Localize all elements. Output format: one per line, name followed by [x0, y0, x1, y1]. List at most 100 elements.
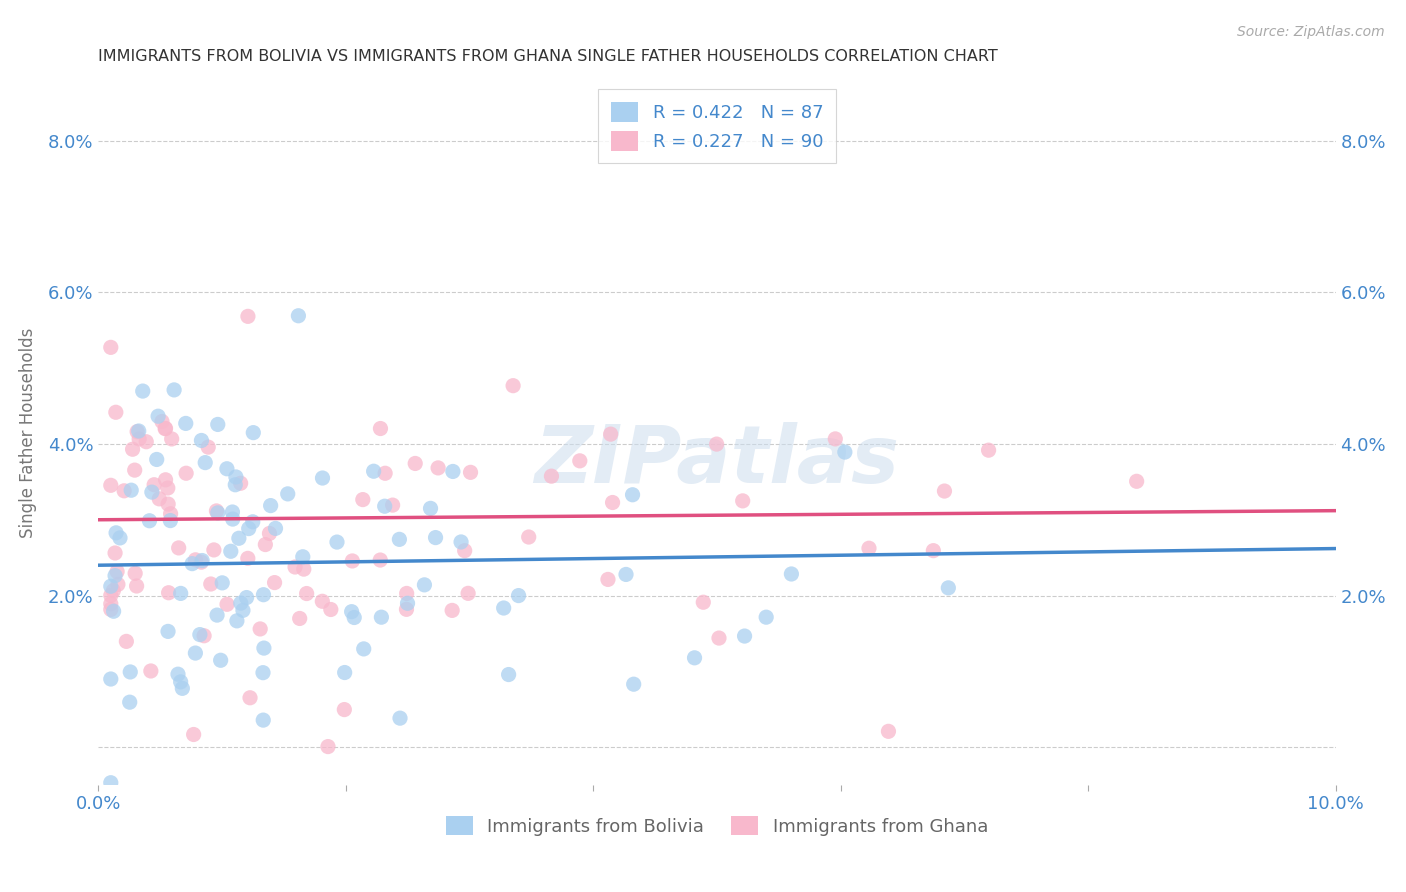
Text: IMMIGRANTS FROM BOLIVIA VS IMMIGRANTS FROM GHANA SINGLE FATHER HOUSEHOLDS CORREL: IMMIGRANTS FROM BOLIVIA VS IMMIGRANTS FR…	[98, 49, 998, 64]
Point	[453, 543, 475, 558]
Point	[170, 586, 193, 600]
Point	[221, 505, 243, 519]
Point	[100, 775, 122, 789]
Point	[112, 483, 135, 498]
Point	[184, 646, 207, 660]
Point	[388, 533, 411, 547]
Point	[824, 432, 846, 446]
Point	[242, 515, 264, 529]
Point	[374, 500, 396, 514]
Point	[252, 588, 274, 602]
Point	[508, 589, 530, 603]
Point	[319, 602, 342, 616]
Point	[148, 491, 170, 506]
Point	[363, 464, 385, 478]
Point	[150, 415, 173, 429]
Point	[138, 514, 160, 528]
Point	[755, 610, 778, 624]
Point	[167, 667, 190, 681]
Point	[211, 575, 233, 590]
Point	[316, 739, 339, 754]
Point	[115, 634, 138, 648]
Point	[225, 470, 247, 484]
Point	[207, 506, 229, 520]
Point	[425, 531, 447, 545]
Point	[287, 309, 309, 323]
Point	[236, 310, 259, 324]
Point	[229, 596, 252, 610]
Point	[311, 471, 333, 485]
Point	[174, 417, 197, 431]
Point	[200, 577, 222, 591]
Point	[238, 522, 260, 536]
Point	[292, 562, 315, 576]
Point	[252, 665, 274, 680]
Point	[181, 557, 204, 571]
Point	[205, 608, 228, 623]
Point	[457, 586, 479, 600]
Point	[707, 631, 730, 645]
Point	[374, 467, 396, 481]
Point	[132, 384, 155, 398]
Point	[159, 507, 181, 521]
Point	[205, 504, 228, 518]
Point	[370, 421, 392, 435]
Point	[326, 535, 349, 549]
Point	[143, 477, 166, 491]
Point	[295, 586, 318, 600]
Point	[232, 603, 254, 617]
Point	[163, 383, 186, 397]
Point	[120, 665, 142, 679]
Point	[157, 586, 180, 600]
Point	[104, 546, 127, 560]
Point	[492, 601, 515, 615]
Text: Source: ZipAtlas.com: Source: ZipAtlas.com	[1237, 25, 1385, 39]
Point	[517, 530, 540, 544]
Point	[228, 531, 250, 545]
Point	[202, 543, 225, 558]
Point	[596, 573, 619, 587]
Point	[353, 641, 375, 656]
Point	[441, 603, 464, 617]
Point	[877, 724, 900, 739]
Point	[614, 567, 637, 582]
Point	[419, 501, 441, 516]
Point	[427, 461, 450, 475]
Point	[167, 541, 190, 555]
Text: ZIPatlas: ZIPatlas	[534, 422, 900, 500]
Point	[104, 568, 127, 582]
Point	[254, 537, 277, 551]
Point	[692, 595, 714, 609]
Point	[120, 483, 142, 498]
Point	[502, 378, 524, 392]
Point	[105, 565, 128, 579]
Point	[602, 495, 624, 509]
Point	[118, 695, 141, 709]
Legend: Immigrants from Bolivia, Immigrants from Ghana: Immigrants from Bolivia, Immigrants from…	[434, 805, 1000, 847]
Point	[100, 597, 122, 611]
Point	[197, 440, 219, 454]
Point	[311, 594, 333, 608]
Point	[333, 702, 356, 716]
Point	[291, 549, 314, 564]
Point	[139, 664, 162, 678]
Point	[157, 497, 180, 511]
Point	[207, 417, 229, 432]
Point	[252, 713, 274, 727]
Point	[103, 604, 125, 618]
Point	[224, 477, 246, 491]
Point	[128, 432, 150, 446]
Point	[124, 566, 146, 581]
Point	[100, 602, 122, 616]
Point	[239, 690, 262, 705]
Point	[209, 653, 232, 667]
Point	[368, 553, 391, 567]
Point	[188, 627, 211, 641]
Point	[104, 405, 127, 419]
Point	[155, 421, 177, 435]
Point	[103, 583, 125, 598]
Point	[190, 434, 212, 448]
Point	[100, 672, 122, 686]
Point	[370, 610, 392, 624]
Point	[264, 521, 287, 535]
